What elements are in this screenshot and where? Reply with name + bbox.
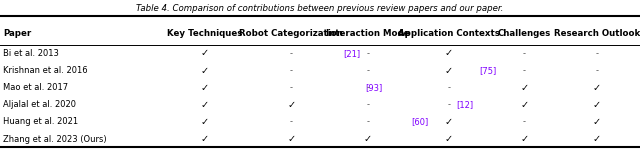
Text: -: - <box>367 100 369 109</box>
Text: Krishnan et al. 2016: Krishnan et al. 2016 <box>3 66 90 75</box>
Text: ✓: ✓ <box>445 134 453 144</box>
Text: Challenges: Challenges <box>497 29 551 39</box>
Text: ✓: ✓ <box>593 100 601 110</box>
Text: [12]: [12] <box>456 100 474 109</box>
Text: -: - <box>447 100 451 109</box>
Text: ✓: ✓ <box>520 134 528 144</box>
Text: -: - <box>447 83 451 92</box>
Text: ✓: ✓ <box>593 83 601 93</box>
Text: -: - <box>290 66 292 75</box>
Text: -: - <box>523 49 525 58</box>
Text: ✓: ✓ <box>593 117 601 127</box>
Text: Mao et al. 2017: Mao et al. 2017 <box>3 83 71 92</box>
Text: -: - <box>367 49 369 58</box>
Text: Aljalal et al. 2020: Aljalal et al. 2020 <box>3 100 79 109</box>
Text: -: - <box>290 83 292 92</box>
Text: [93]: [93] <box>365 83 383 92</box>
Text: Interaction Mode: Interaction Mode <box>326 29 410 39</box>
Text: ✓: ✓ <box>593 134 601 144</box>
Text: Paper: Paper <box>3 29 31 39</box>
Text: ✓: ✓ <box>201 66 209 76</box>
Text: ✓: ✓ <box>445 66 453 76</box>
Text: [21]: [21] <box>343 49 360 58</box>
Text: Bi et al. 2013: Bi et al. 2013 <box>3 49 61 58</box>
Text: Robot Categorization: Robot Categorization <box>239 29 343 39</box>
Text: ✓: ✓ <box>201 117 209 127</box>
Text: [60]: [60] <box>411 117 428 126</box>
Text: ✓: ✓ <box>287 134 295 144</box>
Text: ✓: ✓ <box>445 48 453 58</box>
Text: ✓: ✓ <box>201 100 209 110</box>
Text: ✓: ✓ <box>520 100 528 110</box>
Text: -: - <box>367 66 369 75</box>
Text: -: - <box>595 49 598 58</box>
Text: Research Outlook: Research Outlook <box>554 29 640 39</box>
Text: -: - <box>595 66 598 75</box>
Text: -: - <box>367 83 369 92</box>
Text: ✓: ✓ <box>201 134 209 144</box>
Text: ✓: ✓ <box>287 100 295 110</box>
Text: -: - <box>523 66 525 75</box>
Text: ✓: ✓ <box>445 117 453 127</box>
Text: [75]: [75] <box>479 66 496 75</box>
Text: -: - <box>367 117 369 126</box>
Text: ✓: ✓ <box>520 83 528 93</box>
Text: Zhang et al. 2023 (Ours): Zhang et al. 2023 (Ours) <box>3 135 107 143</box>
Text: ✓: ✓ <box>201 48 209 58</box>
Text: ✓: ✓ <box>364 134 372 144</box>
Text: Huang et al. 2021: Huang et al. 2021 <box>3 117 81 126</box>
Text: -: - <box>290 117 292 126</box>
Text: -: - <box>290 49 292 58</box>
Text: Application Contexts: Application Contexts <box>398 29 500 39</box>
Text: Table 4. Comparison of contributions between previous review papers and our pape: Table 4. Comparison of contributions bet… <box>136 4 504 13</box>
Text: ✓: ✓ <box>201 83 209 93</box>
Text: Key Techniques: Key Techniques <box>167 29 243 39</box>
Text: -: - <box>523 117 525 126</box>
